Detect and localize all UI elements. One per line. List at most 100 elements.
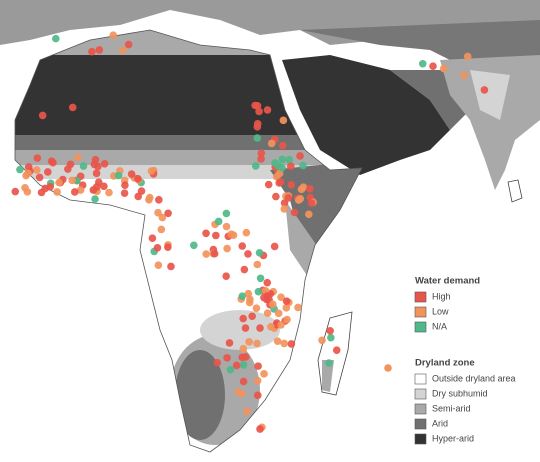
site-marker [38, 111, 47, 120]
site-marker [157, 225, 166, 234]
site-marker [223, 354, 231, 362]
site-marker [222, 209, 231, 218]
legend-label: Low [432, 306, 449, 316]
site-marker [119, 46, 127, 55]
site-marker [267, 139, 276, 148]
site-marker [243, 407, 251, 416]
site-marker [278, 155, 287, 164]
site-marker [91, 155, 100, 164]
legend-swatch [414, 403, 427, 415]
site-marker [278, 163, 286, 172]
site-marker [332, 346, 341, 354]
site-marker [52, 34, 60, 43]
legend-title: Dryland zone [415, 358, 475, 369]
site-marker [460, 71, 468, 80]
site-marker [244, 289, 253, 298]
site-marker [263, 309, 272, 317]
legend-label: Semi-arid [432, 403, 471, 413]
legend-title: Water demand [415, 276, 480, 287]
site-marker [94, 178, 103, 186]
site-marker [239, 314, 247, 323]
site-marker [237, 389, 246, 398]
site-marker [33, 154, 42, 162]
site-marker [241, 324, 250, 332]
site-marker [68, 176, 76, 185]
legend-label: Arid [432, 418, 448, 428]
site-marker [273, 337, 282, 346]
site-marker [253, 119, 262, 128]
site-marker [253, 134, 262, 142]
site-marker [114, 171, 123, 180]
site-marker [227, 230, 236, 238]
site-marker [238, 353, 246, 362]
site-marker [429, 62, 437, 71]
site-marker [296, 152, 304, 160]
site-marker [277, 321, 285, 329]
site-marker [66, 160, 75, 169]
site-marker [68, 103, 77, 112]
site-marker [287, 181, 296, 189]
site-marker [283, 315, 291, 324]
site-marker [91, 195, 99, 203]
legend-label: Hyper-arid [432, 433, 474, 443]
site-marker [264, 180, 273, 189]
site-marker [239, 377, 248, 386]
site-marker [105, 188, 113, 197]
legend-swatch [414, 388, 427, 400]
site-marker [95, 46, 104, 54]
site-marker [89, 186, 98, 194]
site-marker [239, 361, 248, 369]
site-marker [327, 333, 335, 342]
site-marker [256, 274, 265, 283]
site-marker [32, 166, 41, 174]
site-marker [299, 161, 307, 170]
site-marker [147, 167, 156, 175]
site-marker [287, 162, 295, 171]
site-marker [222, 272, 230, 281]
site-marker [326, 326, 334, 335]
site-marker [418, 59, 427, 68]
site-marker [277, 293, 285, 302]
site-marker [278, 141, 287, 150]
site-marker [127, 170, 136, 178]
site-marker [232, 361, 241, 370]
site-marker [294, 303, 302, 312]
site-marker [285, 155, 294, 164]
site-marker [164, 209, 172, 218]
site-marker [242, 228, 251, 237]
site-marker [154, 261, 163, 269]
site-marker [70, 188, 79, 196]
site-markers [11, 31, 489, 433]
site-marker [121, 181, 129, 190]
legend-swatch [414, 291, 427, 303]
site-marker [306, 185, 314, 193]
site-marker [74, 153, 82, 161]
site-marker [35, 173, 44, 182]
site-marker [280, 339, 288, 348]
site-marker [202, 229, 210, 238]
site-marker [282, 297, 291, 305]
site-marker [253, 376, 262, 385]
site-marker [46, 182, 55, 191]
site-marker [100, 182, 108, 191]
site-marker [255, 249, 264, 257]
legend-label: Outside dryland area [432, 373, 516, 383]
site-marker [158, 213, 167, 222]
site-marker [37, 188, 46, 197]
legend-swatch [414, 306, 427, 318]
site-marker [222, 222, 231, 231]
site-marker [276, 178, 285, 186]
site-marker [275, 169, 284, 178]
site-marker [76, 186, 85, 194]
site-marker [244, 250, 252, 258]
site-marker [253, 260, 262, 269]
legend-swatch [414, 321, 427, 333]
site-marker [245, 338, 253, 346]
site-marker [214, 217, 223, 226]
site-marker [202, 250, 210, 258]
site-marker [280, 205, 289, 213]
site-marker [16, 165, 24, 174]
site-marker [167, 262, 175, 271]
site-marker [263, 106, 272, 114]
